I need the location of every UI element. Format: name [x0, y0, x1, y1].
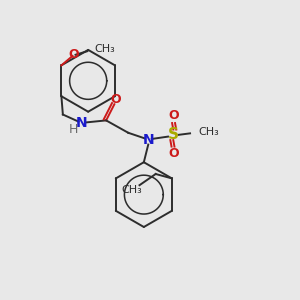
- Text: S: S: [168, 127, 179, 142]
- Text: CH₃: CH₃: [94, 44, 115, 54]
- Text: O: O: [168, 109, 178, 122]
- Text: CH₃: CH₃: [121, 185, 142, 195]
- Text: N: N: [76, 116, 88, 130]
- Text: N: N: [142, 133, 154, 147]
- Text: O: O: [68, 48, 79, 61]
- Text: O: O: [168, 148, 178, 160]
- Text: CH₃: CH₃: [198, 127, 219, 137]
- Text: H: H: [69, 123, 78, 136]
- Text: O: O: [111, 93, 121, 106]
